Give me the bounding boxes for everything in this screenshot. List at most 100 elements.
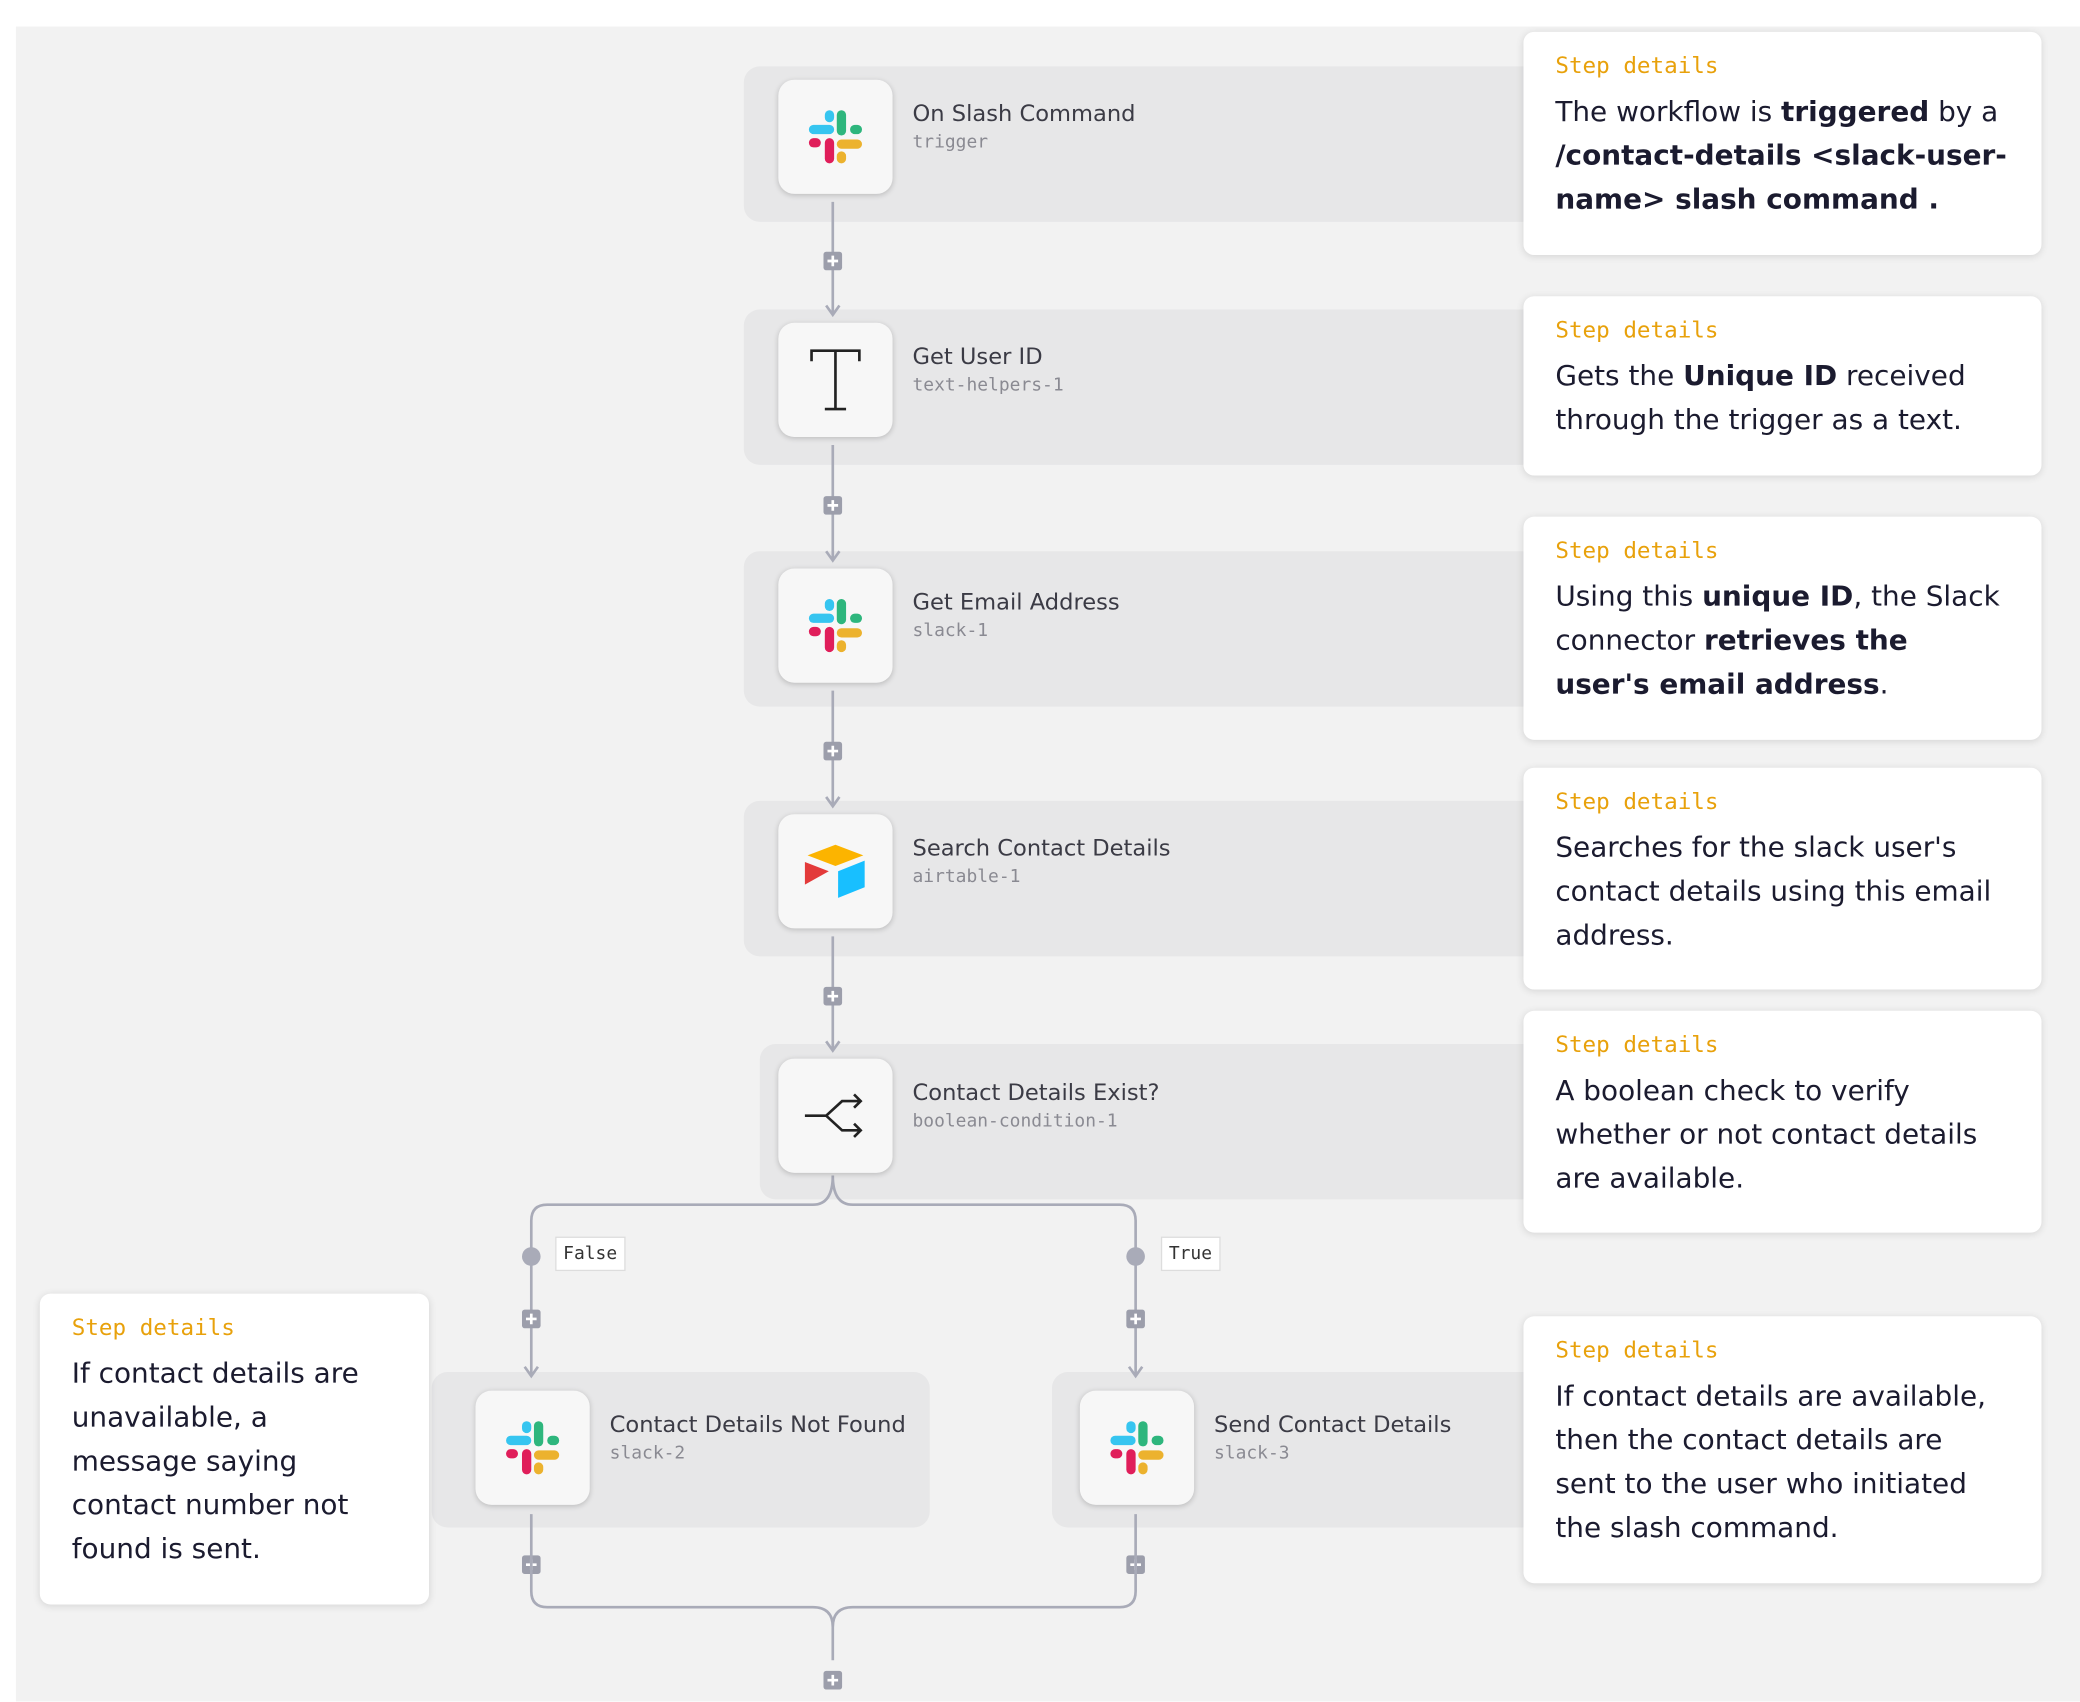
branch-dot bbox=[521, 1247, 541, 1266]
node-title: Send Contact Details bbox=[1213, 1411, 1452, 1439]
text-segment: retrieves the user's email address bbox=[1555, 624, 1908, 700]
icon-shape bbox=[547, 1435, 560, 1446]
node-icon bbox=[778, 322, 893, 437]
step-details-label: Step details bbox=[1555, 788, 1719, 816]
branch-label: False bbox=[555, 1236, 626, 1272]
node-icon bbox=[778, 79, 893, 194]
node-icon bbox=[475, 1390, 590, 1505]
text-segment: The workflow is bbox=[1555, 95, 1782, 128]
node-title: Get Email Address bbox=[912, 589, 1120, 617]
arrow-head bbox=[825, 796, 841, 809]
node-id: text-helpers-1 bbox=[912, 374, 1064, 396]
icon-shape bbox=[824, 599, 835, 611]
icon-shape bbox=[850, 124, 863, 135]
plus-icon bbox=[525, 1313, 537, 1325]
icon-shape bbox=[1138, 1450, 1164, 1460]
step-details-text: Gets the Unique ID received through the … bbox=[1555, 355, 2009, 443]
icon-shape bbox=[533, 1462, 544, 1475]
icon-shape bbox=[836, 599, 847, 625]
icon-shape bbox=[506, 1435, 532, 1446]
step-details-label: Step details bbox=[71, 1314, 235, 1342]
icon-shape bbox=[808, 138, 821, 148]
arrow-head bbox=[1127, 1365, 1144, 1379]
icon-shape bbox=[1138, 1462, 1148, 1475]
icon-shape bbox=[804, 844, 865, 898]
plus-icon bbox=[827, 255, 839, 267]
text-segment: Unique ID bbox=[1683, 359, 1838, 392]
text-segment: Gets the bbox=[1555, 359, 1684, 392]
step-details-label: Step details bbox=[1555, 317, 1719, 345]
plus-icon bbox=[827, 1674, 839, 1686]
text-segment: If contact details are available, then t… bbox=[1555, 1380, 1987, 1544]
icon-shape bbox=[533, 1421, 544, 1447]
icon-shape bbox=[838, 860, 865, 898]
text-segment: Using this bbox=[1555, 580, 1703, 613]
node-id: slack-2 bbox=[609, 1442, 686, 1464]
branch-label: True bbox=[1160, 1236, 1220, 1272]
icon-shape bbox=[808, 110, 863, 164]
step-details-label: Step details bbox=[1555, 53, 1719, 80]
step-details-card: Step details The workflow is triggered by… bbox=[1523, 31, 2042, 256]
icon-shape bbox=[521, 1421, 532, 1434]
icon-shape bbox=[824, 110, 835, 123]
icon-shape bbox=[1126, 1449, 1136, 1475]
text-segment: by a bbox=[1929, 95, 1999, 128]
node-title: Get User ID bbox=[912, 344, 1043, 371]
text-segment: received through the trigger as a text. bbox=[1555, 359, 1966, 436]
icon-shape bbox=[836, 139, 863, 149]
icon-shape bbox=[824, 626, 835, 653]
icon-shape bbox=[807, 844, 864, 866]
icon-shape bbox=[810, 349, 861, 411]
node-id: slack-1 bbox=[912, 620, 989, 642]
step-details-card: Step details If contact details are unava… bbox=[39, 1293, 430, 1605]
step-details-label: Step details bbox=[1555, 1337, 1719, 1365]
node-icon bbox=[778, 814, 893, 929]
step-details-label: Step details bbox=[1555, 1032, 1719, 1059]
icon-shape bbox=[836, 640, 847, 653]
step-details-card: Step details If contact details are avail… bbox=[1523, 1316, 2042, 1584]
step-details-card: Step details Searches for the slack user'… bbox=[1523, 767, 2042, 990]
step-details-text: The workflow is triggered by a /contact-… bbox=[1555, 90, 2009, 221]
step-details-text: A boolean check to verify whether or not… bbox=[1555, 1069, 2009, 1200]
icon-shape bbox=[808, 124, 835, 135]
branch-line bbox=[529, 1175, 1137, 1377]
plus-icon bbox=[1130, 1313, 1141, 1325]
icon-shape bbox=[1126, 1421, 1136, 1434]
step-details-label: Step details bbox=[1555, 537, 1719, 565]
icon-shape bbox=[808, 626, 821, 637]
icon-shape bbox=[808, 613, 835, 623]
icon-shape bbox=[850, 613, 863, 623]
node-id: slack-3 bbox=[1213, 1442, 1290, 1464]
node-title: Contact Details Not Found bbox=[609, 1411, 906, 1439]
icon-shape bbox=[824, 138, 835, 164]
text-segment: Searches for the slack user's contact de… bbox=[1555, 831, 1992, 952]
node-icon bbox=[778, 568, 893, 683]
plus-icon bbox=[827, 745, 839, 757]
text-segment: A boolean check to verify whether or not… bbox=[1555, 1074, 1978, 1195]
icon-shape bbox=[804, 1093, 863, 1138]
plus-icon bbox=[827, 990, 839, 1002]
step-details-text: Searches for the slack user's contact de… bbox=[1555, 826, 2009, 957]
text-segment: . bbox=[1879, 668, 1889, 700]
node-title: On Slash Command bbox=[912, 100, 1136, 128]
text-segment: unique ID bbox=[1702, 580, 1854, 613]
node-icon bbox=[1079, 1390, 1195, 1505]
step-details-card: Step details Using this unique ID, the Sl… bbox=[1523, 516, 2042, 740]
node-id: airtable-1 bbox=[912, 865, 1021, 888]
icon-shape bbox=[836, 110, 847, 136]
branch-dot bbox=[1126, 1247, 1145, 1266]
icon-shape bbox=[1151, 1435, 1164, 1446]
step-details-text: Using this unique ID, the Slack connecto… bbox=[1555, 575, 2009, 706]
arrow-head bbox=[825, 1040, 841, 1053]
text-segment: , the Slack connector bbox=[1555, 580, 2000, 657]
step-details-text: If contact details are unavailable, a me… bbox=[72, 1352, 397, 1571]
node-id: boolean-condition-1 bbox=[912, 1110, 1118, 1132]
icon-shape bbox=[521, 1449, 532, 1475]
icon-shape bbox=[1138, 1421, 1148, 1447]
icon-shape bbox=[810, 349, 861, 411]
step-details-text: If contact details are available, then t… bbox=[1555, 1375, 2009, 1550]
icon-shape bbox=[836, 151, 847, 164]
icon-shape bbox=[533, 1450, 560, 1460]
